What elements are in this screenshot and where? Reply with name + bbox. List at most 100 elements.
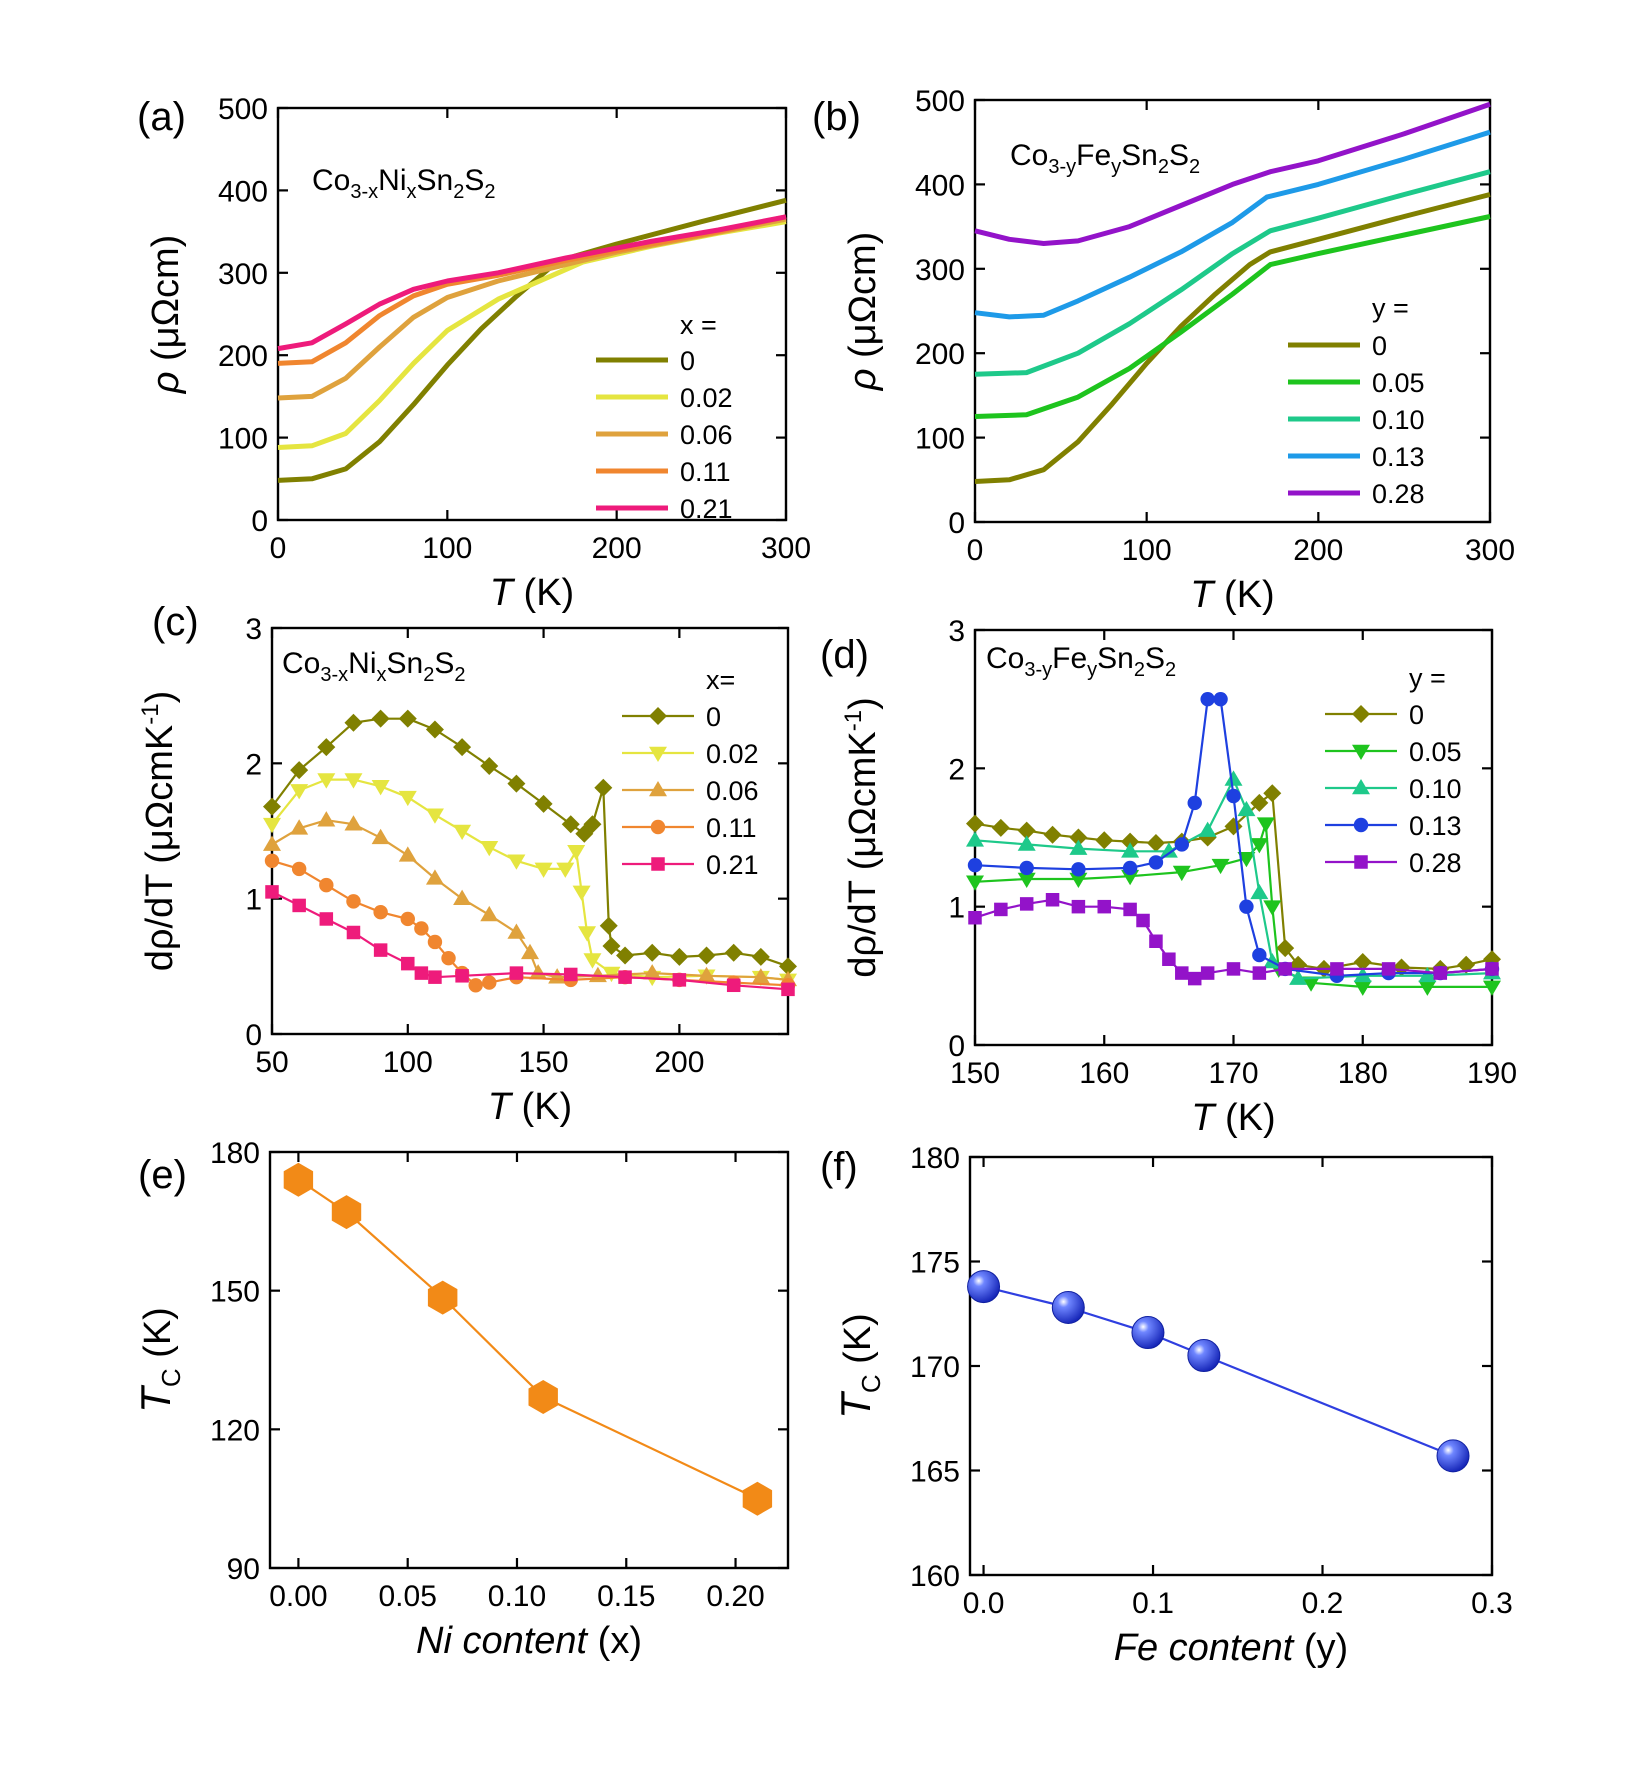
data-point xyxy=(1069,872,1088,888)
panel-d: 150 160 170 180 190 0 1 2 3 (d) Co3-yFeySn2S2 T (K)… xyxy=(820,615,1517,1139)
data-point xyxy=(480,757,499,776)
series-b-1 xyxy=(974,214,1491,419)
data-point xyxy=(1263,784,1282,803)
data-point xyxy=(480,905,499,922)
data-point xyxy=(400,911,415,927)
series-c-4 xyxy=(265,885,795,997)
data-point xyxy=(371,780,390,796)
y-tick-label: 2 xyxy=(245,748,262,781)
data-point xyxy=(401,956,415,971)
data-point xyxy=(1071,899,1086,914)
legend-label: 0.21 xyxy=(680,494,733,524)
data-point xyxy=(578,926,597,942)
data-point xyxy=(398,709,417,728)
data-point xyxy=(344,713,363,732)
data-point xyxy=(1353,980,1372,996)
data-point xyxy=(1043,825,1062,844)
legend-marker xyxy=(649,746,667,762)
data-point xyxy=(583,953,602,969)
x-tick-label: 0.1 xyxy=(1132,1587,1174,1620)
y-tick-label: 200 xyxy=(915,338,965,371)
y-tick-label: 0 xyxy=(245,1019,262,1052)
legend-a: x = 0 0.02 0.06 0.11 0.21 xyxy=(596,310,733,524)
data-point xyxy=(425,808,444,824)
data-point xyxy=(1051,1290,1085,1324)
y-tick-label: 100 xyxy=(218,423,268,456)
data-point xyxy=(1187,1339,1221,1373)
series-line xyxy=(297,1178,758,1500)
data-point xyxy=(599,916,618,935)
y-axis-label: ρ (μΩcm) xyxy=(145,235,187,395)
y-tick-label: 3 xyxy=(948,615,965,648)
data-point xyxy=(507,774,526,793)
y-tick-label: 1 xyxy=(948,892,965,925)
x-axis-label: T (K) xyxy=(1190,574,1274,616)
x-tick-label: 170 xyxy=(1208,1057,1258,1090)
legend-title: x= xyxy=(706,665,735,695)
data-point xyxy=(1418,980,1437,996)
data-point xyxy=(1330,962,1344,976)
data-point xyxy=(572,885,591,901)
compound-formula: Co3-yFeySn2S2 xyxy=(1010,139,1200,178)
data-point xyxy=(1162,952,1176,966)
y-tick-label: 0 xyxy=(251,505,268,538)
data-point xyxy=(346,925,361,940)
data-point xyxy=(1149,934,1163,948)
data-point xyxy=(1159,842,1178,858)
series-a-3 xyxy=(277,214,787,366)
x-tick-label: 0 xyxy=(967,534,984,567)
data-point xyxy=(427,1280,458,1315)
data-point xyxy=(1121,869,1140,886)
legend-label: 0 xyxy=(1372,331,1387,361)
data-point xyxy=(1174,837,1190,852)
x-axis-label: T (K) xyxy=(1191,1097,1275,1139)
y-tick-label: 160 xyxy=(910,1560,960,1593)
data-point xyxy=(994,902,1008,917)
data-point xyxy=(453,889,472,905)
y-tick-label: 170 xyxy=(910,1351,960,1384)
data-point xyxy=(1148,855,1164,870)
data-point xyxy=(290,784,309,800)
legend-title: y = xyxy=(1372,293,1409,323)
x-axis-label: Ni content (x) xyxy=(416,1620,642,1662)
panel-b: 0 100 200 300 0 100 200 300 400 500 (b) Co3-yFeySn2… xyxy=(812,85,1515,616)
data-point xyxy=(1263,900,1282,916)
legend-title: x = xyxy=(680,310,717,340)
legend-label: 0.10 xyxy=(1372,405,1425,435)
y-axis-label: TC (K) xyxy=(832,1313,886,1419)
legend-label: 0 xyxy=(1409,700,1424,730)
x-tick-label: 0.2 xyxy=(1302,1587,1344,1620)
data-point xyxy=(1131,1316,1165,1350)
data-point xyxy=(263,817,281,834)
data-point xyxy=(672,973,687,987)
data-point xyxy=(344,773,363,789)
legend-title: y = xyxy=(1409,663,1446,693)
data-point xyxy=(697,946,716,965)
data-point xyxy=(534,794,553,813)
x-tick-label: 0.05 xyxy=(379,1580,437,1613)
data-point xyxy=(398,846,417,862)
data-point xyxy=(1483,980,1501,996)
panel-e: 0.00 0.05 0.10 0.15 0.20 90 120 150 180 (e) Ni con… xyxy=(132,1137,790,1662)
series-line xyxy=(974,214,1491,419)
data-point xyxy=(1187,971,1202,986)
series-b-2 xyxy=(974,169,1491,377)
series-b-4 xyxy=(974,101,1491,246)
data-point xyxy=(563,967,578,982)
x-tick-label: 0.3 xyxy=(1471,1587,1513,1620)
legend-label: 0 xyxy=(680,346,695,376)
y-axis-label: dρ/dT (μΩcmK-1) xyxy=(840,697,884,977)
data-point xyxy=(283,1162,314,1197)
y-tick-label: 180 xyxy=(210,1137,260,1170)
data-point xyxy=(1213,691,1228,707)
y-tick-label: 200 xyxy=(218,340,268,373)
panel-label: (b) xyxy=(812,95,861,139)
x-axis-label: T (K) xyxy=(488,1086,572,1128)
x-tick-label: 180 xyxy=(1338,1057,1388,1090)
data-point xyxy=(509,966,524,980)
data-point xyxy=(468,978,483,993)
data-point xyxy=(1418,966,1437,983)
compound-formula: Co3-xNixSn2S2 xyxy=(282,647,465,686)
legend-label: 0.02 xyxy=(680,383,733,413)
